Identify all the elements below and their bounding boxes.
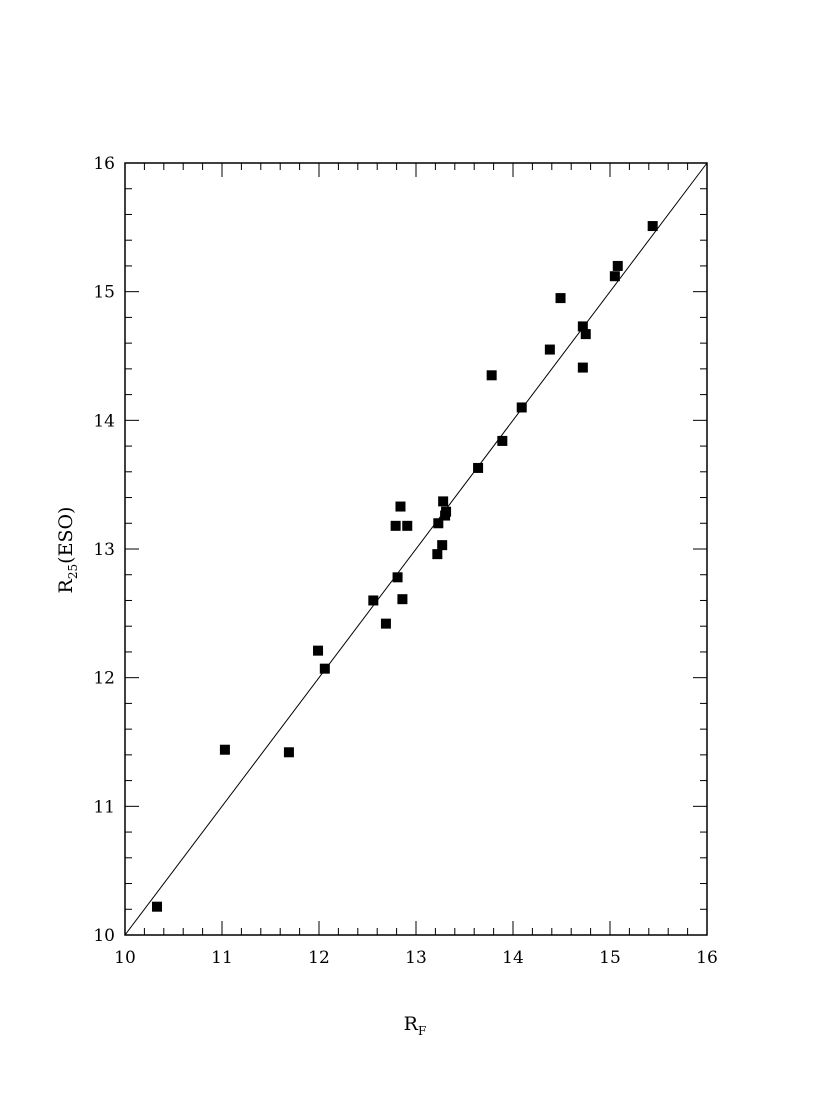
- x-tick-labels: 10 11 12 13 14 15 16: [114, 948, 718, 968]
- data-point: [441, 506, 452, 517]
- x-tick-label: 10: [114, 948, 136, 968]
- data-point: [313, 645, 324, 656]
- data-point: [486, 370, 497, 381]
- data-point: [219, 744, 230, 755]
- data-point: [368, 595, 379, 606]
- y-tick-label: 12: [93, 669, 115, 689]
- data-point: [516, 402, 527, 413]
- x-tick-label: 13: [405, 948, 427, 968]
- x-tick-label: 12: [308, 948, 330, 968]
- y-tick-label: 13: [93, 540, 115, 560]
- reference-line-group: [124, 162, 708, 936]
- data-point: [544, 344, 555, 355]
- data-point: [283, 747, 294, 758]
- data-point: [390, 520, 401, 531]
- data-point: [473, 462, 484, 473]
- data-point: [497, 435, 508, 446]
- y-tick-label: 16: [93, 154, 115, 174]
- data-point: [612, 260, 623, 271]
- data-point: [437, 540, 448, 551]
- data-point: [319, 663, 330, 674]
- y-axis-label: R25(ESO): [55, 507, 80, 594]
- identity-line: [124, 162, 708, 936]
- data-point: [432, 549, 443, 560]
- y-tick-label: 14: [93, 411, 115, 431]
- data-point: [433, 518, 444, 529]
- data-point: [152, 901, 163, 912]
- data-point: [647, 221, 658, 232]
- data-point: [580, 329, 591, 340]
- data-point: [577, 321, 588, 332]
- x-tick-label: 16: [696, 948, 718, 968]
- y-tick-label: 10: [93, 926, 115, 946]
- x-axis-label: RF: [404, 1013, 427, 1038]
- data-point: [402, 520, 413, 531]
- x-tick-label: 14: [502, 948, 524, 968]
- data-point: [392, 572, 403, 583]
- y-tick-label: 11: [93, 797, 115, 817]
- x-tick-label: 11: [211, 948, 233, 968]
- plot-frame: [124, 162, 708, 936]
- data-point: [438, 496, 449, 507]
- x-tick-label: 15: [599, 948, 621, 968]
- data-point: [397, 594, 408, 605]
- y-tick-labels: 10 11 12 13 14 15 16: [93, 154, 115, 946]
- data-points: [152, 221, 658, 912]
- data-point: [609, 271, 620, 282]
- data-point: [577, 362, 588, 373]
- data-point: [555, 293, 566, 304]
- data-point: [395, 501, 406, 512]
- data-point: [380, 618, 391, 629]
- y-tick-label: 15: [93, 283, 115, 303]
